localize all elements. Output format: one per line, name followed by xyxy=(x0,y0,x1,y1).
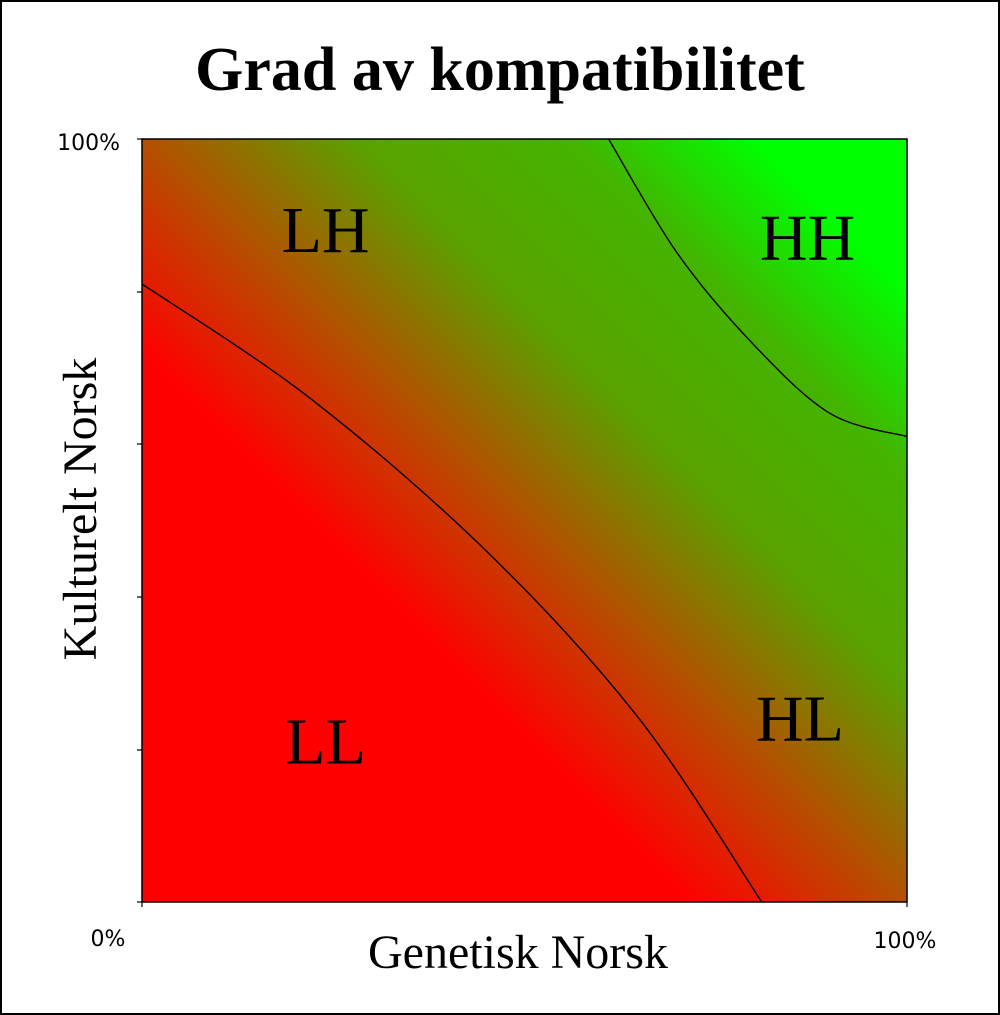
x-tick-marks xyxy=(141,902,908,907)
chart-title: Grad av kompatibilitet xyxy=(195,36,805,104)
y-tick-marks xyxy=(137,138,142,903)
region-label-hl: HL xyxy=(756,682,844,755)
boundary-curves xyxy=(141,138,908,903)
x-tick-label-left: 0% xyxy=(91,927,126,952)
region-label-hh: HH xyxy=(760,202,855,275)
x-axis-label: Genetisk Norsk xyxy=(368,926,668,979)
region-label-lh: LH xyxy=(282,194,370,267)
boundary-curve-2 xyxy=(608,138,908,438)
x-tick-label-right: 100% xyxy=(874,929,937,954)
plot-area xyxy=(141,138,908,903)
region-label-ll: LL xyxy=(285,705,366,778)
y-axis-label: Kulturelt Norsk xyxy=(54,358,107,661)
boundary-curve-1 xyxy=(141,283,763,903)
region-labels: LH HH LL HL xyxy=(282,194,856,778)
y-tick-label-top: 100% xyxy=(57,131,120,156)
